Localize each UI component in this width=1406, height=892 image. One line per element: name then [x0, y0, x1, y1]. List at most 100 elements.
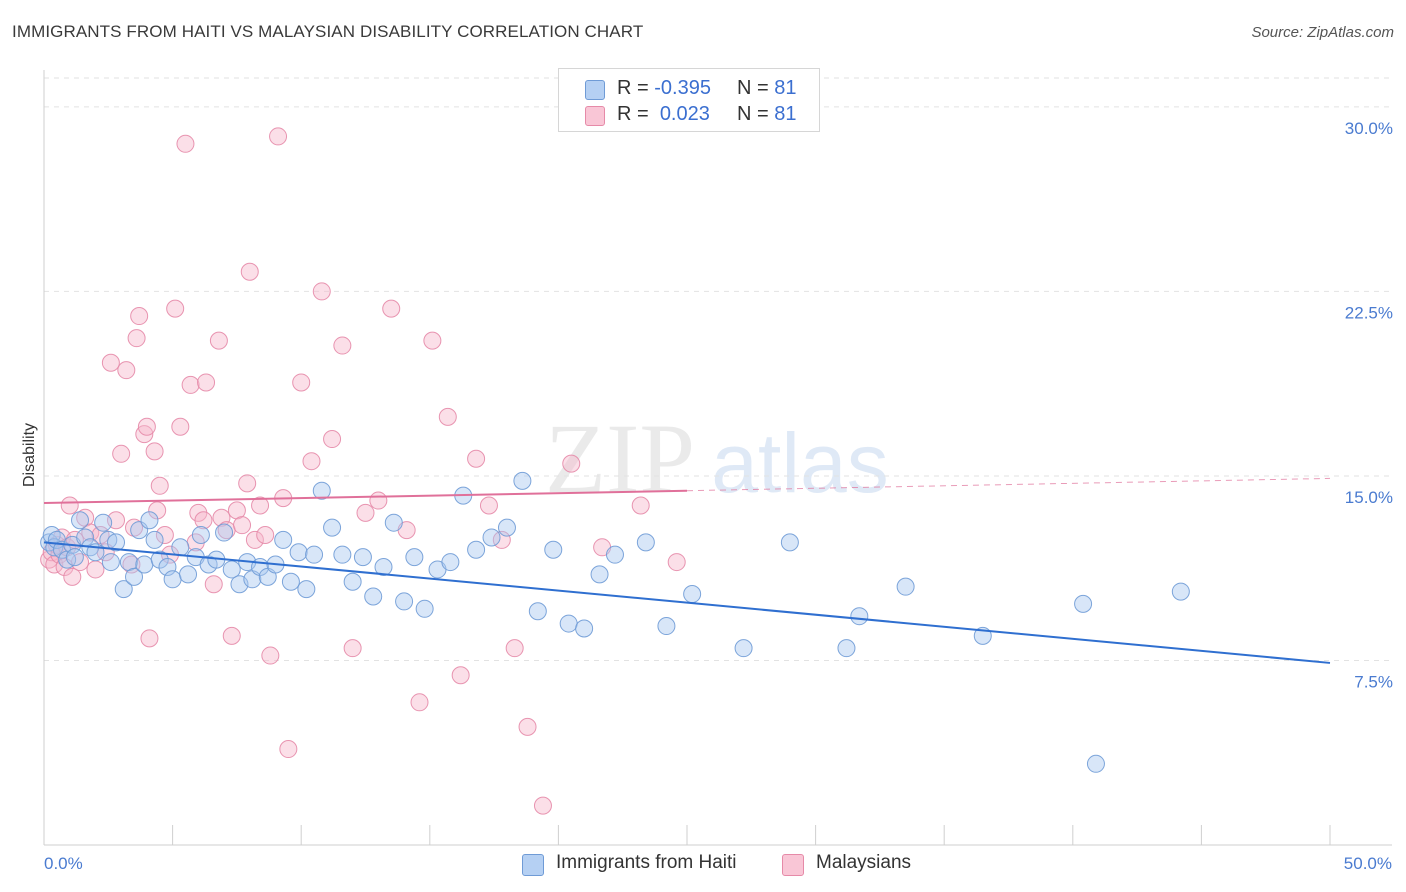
haiti-point [575, 619, 594, 638]
malaysians-point [238, 474, 257, 493]
haiti-point [114, 580, 133, 599]
malaysians-point [101, 353, 120, 372]
malaysians-point [60, 496, 79, 515]
haiti-point [179, 565, 198, 584]
malaysians-point [145, 442, 164, 461]
malaysians-point [256, 526, 275, 544]
malaysians-point [63, 567, 82, 586]
haiti-point [191, 526, 210, 544]
haiti-point [605, 545, 624, 564]
malaysians-point [410, 693, 429, 712]
legend-n-value-malay: 81 [774, 103, 797, 125]
haiti-point [107, 533, 126, 552]
haiti-point [94, 513, 113, 532]
haiti-point [364, 587, 383, 606]
y-tick-label: 15.0% [1345, 488, 1393, 507]
malaysians-point [631, 496, 650, 515]
haiti-point [171, 538, 190, 557]
haiti-point [384, 513, 403, 532]
haiti-point [590, 565, 609, 584]
malaysians-point [209, 331, 228, 350]
legend-r-malay: R = 0.023 [617, 103, 710, 126]
legend-n-label: N = [737, 77, 769, 99]
haiti-point [312, 481, 331, 500]
malaysians-point [181, 375, 200, 394]
malaysians-point [117, 361, 136, 380]
haiti-point [289, 543, 308, 562]
haiti-point [850, 607, 869, 626]
haiti-point [837, 639, 856, 658]
haiti-point [150, 550, 169, 569]
haiti-point [395, 592, 414, 611]
haiti-point [145, 530, 164, 549]
malaysians-point [279, 740, 298, 759]
malaysians-point [137, 417, 156, 436]
malaysians-trend-extension [686, 477, 1331, 492]
haiti-point [125, 567, 144, 586]
bottom-legend-label-haiti: Immigrants from Haiti [556, 852, 737, 873]
legend-n-label: N = [737, 103, 769, 125]
haiti-point [657, 617, 676, 636]
bottom-legend-swatch-malay [782, 854, 804, 876]
malaysians-point [245, 530, 264, 549]
malaysians-point [233, 516, 252, 535]
haiti-point [374, 557, 393, 576]
malaysians-point [343, 639, 362, 658]
malaysians-point [150, 476, 169, 495]
malaysians-point [127, 329, 146, 348]
malaysians-point [155, 526, 174, 544]
malaysians-point [269, 127, 288, 146]
malaysians-point [667, 553, 686, 572]
bottom-legend-label-malay: Malaysians [816, 852, 912, 873]
series-haiti [40, 471, 1190, 773]
malaysians-point [423, 331, 442, 350]
haiti-point [65, 548, 84, 567]
legend-r-value-haiti: -0.395 [654, 77, 711, 99]
haiti-point [215, 523, 234, 542]
haiti-point [683, 585, 702, 604]
malaysians-point [140, 629, 159, 648]
haiti-trend-line [43, 541, 1331, 664]
haiti-point [467, 540, 486, 559]
bottom-legend-swatch-haiti [522, 854, 544, 876]
haiti-point [281, 572, 300, 591]
y-tick-label: 7.5% [1354, 672, 1393, 691]
malaysians-point [197, 373, 216, 392]
malaysians-point [204, 575, 223, 594]
malaysians-trend-line [43, 489, 688, 505]
malaysians-point [125, 518, 144, 537]
haiti-point [343, 572, 362, 591]
malaysians-point [81, 523, 100, 542]
legend-r-label: R = [617, 103, 649, 125]
malaysians-point [382, 299, 401, 318]
haiti-point [415, 599, 434, 618]
haiti-point [135, 555, 154, 574]
malaysians-point [176, 134, 195, 153]
haiti-point [1171, 582, 1190, 601]
legend-swatch-haiti [585, 80, 605, 100]
haiti-point [780, 533, 799, 552]
malaysians-point [58, 538, 77, 557]
haiti-point [297, 580, 316, 599]
haiti-point [405, 548, 424, 567]
malaysians-point [505, 639, 524, 658]
malaysians-point [222, 626, 241, 645]
source-label: Source: ZipAtlas.com [1251, 24, 1394, 41]
malaysians-point [135, 425, 154, 444]
malaysians-point [251, 496, 270, 515]
legend-r-value-malay: 0.023 [659, 103, 710, 125]
malaysians-point [467, 449, 486, 468]
malaysians-point [438, 407, 457, 426]
malaysians-point [533, 796, 552, 815]
legend-n-malay: N = 81 [737, 103, 797, 126]
legend-r-haiti: R = -0.395 [617, 77, 711, 100]
malaysians-point [166, 299, 185, 318]
legend-n-haiti: N = 81 [737, 77, 797, 100]
malaysians-point [240, 262, 259, 281]
haiti-point [323, 518, 342, 537]
haiti-point [497, 518, 516, 537]
haiti-point [513, 471, 532, 490]
haiti-point [140, 511, 159, 530]
series-malaysians [40, 127, 686, 815]
